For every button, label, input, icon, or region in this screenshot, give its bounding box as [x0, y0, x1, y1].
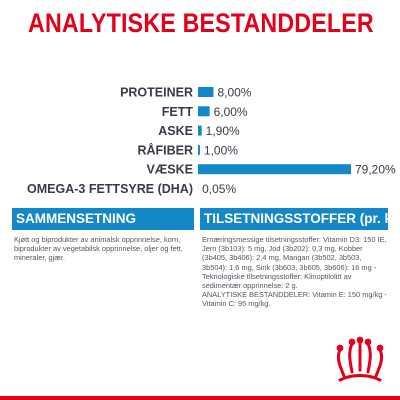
royal-canin-crown-icon — [336, 336, 384, 382]
value-label: 1,90% — [206, 124, 240, 138]
composition-header: SAMMENSETNING — [12, 208, 194, 230]
composition-text: Kjøtt og biprodukter av animalsk opprinn… — [14, 235, 183, 263]
bottom-accent-line — [0, 396, 400, 400]
value-label: 1,00% — [204, 143, 238, 157]
nutrition-bar-chart: PROTEINER 8,00% FETT 6,00% ASKE 1,90% RÅFIBER 1… — [27, 86, 396, 197]
bar — [198, 106, 210, 117]
category-label: FETT — [162, 105, 194, 119]
page-title: ANALYTISKE BESTANDDELER — [28, 8, 374, 38]
bar — [198, 144, 200, 155]
bar — [198, 164, 351, 175]
bar — [198, 87, 214, 97]
value-label: 0,05% — [202, 182, 236, 196]
bar — [198, 125, 202, 136]
category-label: ASKE — [158, 124, 193, 138]
value-label: 79,20% — [355, 163, 396, 177]
additives-text: Ernæringsmessige tilsetningsstoffer: Vit… — [202, 235, 387, 309]
value-label: 8,00% — [217, 86, 251, 100]
value-label: 6,00% — [214, 105, 248, 119]
category-label: OMEGA-3 FETTSYRE (DHA) — [27, 182, 193, 196]
category-label: PROTEINER — [120, 86, 193, 100]
category-label: VÆSKE — [146, 163, 193, 177]
category-label: RÅFIBER — [137, 142, 193, 157]
additives-header: TILSETNINGSSTOFFER (pr. kg) — [200, 208, 388, 230]
